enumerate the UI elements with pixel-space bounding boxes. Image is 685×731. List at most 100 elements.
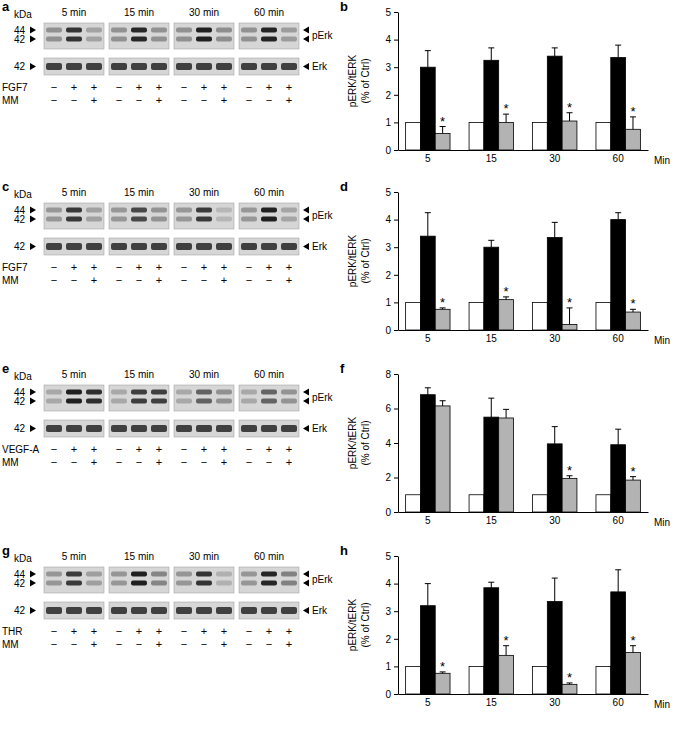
blot-band [111, 572, 127, 577]
blot-band [151, 37, 167, 42]
error-stem [554, 427, 555, 444]
significance: * [567, 463, 572, 478]
treatment-sign: + [221, 443, 227, 455]
error-bar [552, 427, 558, 444]
treatment-sign: − [181, 456, 187, 468]
blot-band [216, 28, 232, 33]
treatment-sign: − [246, 81, 252, 93]
tick-label: 60 [613, 697, 625, 708]
blot-band [46, 581, 62, 586]
treatment-sign: − [116, 94, 122, 106]
treatment-sign: + [266, 443, 272, 455]
treatment-sign: + [91, 261, 97, 273]
bar [406, 666, 421, 694]
treatment-sign: + [156, 625, 162, 637]
blot-band [66, 28, 82, 33]
tick-label: 60 [613, 153, 625, 164]
panel-letter: c [2, 179, 9, 194]
tick-label: 15 [486, 697, 498, 708]
treatment-sign: − [116, 81, 122, 93]
blot-band [151, 217, 167, 222]
blot-strip [174, 58, 234, 75]
tick: 60 [613, 694, 625, 708]
tick: 4 [385, 34, 398, 45]
blot-band [111, 28, 127, 33]
blot-band [111, 243, 127, 250]
tick-label: 5 [425, 153, 431, 164]
blot-band [176, 208, 192, 213]
blot-band [66, 425, 82, 432]
blot-band [196, 28, 212, 33]
tick: 3 [385, 606, 398, 617]
blot-strip [174, 203, 234, 229]
error-stem [506, 409, 507, 418]
treatment-sign: + [136, 261, 142, 273]
bar [484, 247, 499, 330]
error-cap [615, 212, 621, 213]
treatment-sign: + [286, 638, 292, 650]
kda-value: 42 [14, 214, 26, 225]
tick: 4 [385, 578, 398, 589]
error-cap [488, 398, 494, 399]
blot-panel: ckDa4442425 min−++−−+15 min−++−−+30 min−… [2, 179, 334, 286]
error-bar [552, 222, 558, 237]
bar [562, 121, 577, 150]
blot-band [216, 581, 232, 586]
y-axis: 012345 [385, 187, 398, 336]
error-cap [488, 47, 494, 48]
tick-label: 2 [385, 472, 391, 483]
blot-band [261, 208, 277, 213]
tick-label: 8 [385, 369, 391, 380]
kda-arrow [30, 571, 36, 578]
tick-label: 4 [385, 578, 391, 589]
error-stem [427, 51, 428, 68]
band-arrow [303, 398, 309, 405]
blot-band [151, 390, 167, 395]
tick: 15 [486, 694, 498, 708]
blot-band [241, 572, 257, 577]
blot-panel: ekDa4442425 min−++−−+15 min−++−−+30 min−… [2, 361, 334, 468]
tick-mark [394, 409, 398, 410]
tick-label: 5 [425, 515, 431, 526]
bar-chart: dpERK/tERK(% of Ctrl)****0123455153060Mi… [340, 179, 670, 346]
blot-band [216, 243, 232, 250]
treatment-sign: − [116, 625, 122, 637]
error-stem [554, 48, 555, 56]
tick: 60 [613, 150, 625, 164]
x-axis: 5153060 [399, 150, 649, 164]
tick: 5 [385, 187, 398, 198]
time-label: 5 min [62, 7, 86, 18]
tick-mark [394, 556, 398, 557]
blot-band [66, 37, 82, 42]
tick-label: 15 [486, 333, 498, 344]
plot-area [406, 388, 641, 512]
kda-arrow [30, 207, 36, 214]
kda-arrow [30, 398, 36, 405]
bar [596, 666, 611, 694]
error-bar [488, 240, 494, 247]
blot-strip [109, 385, 169, 411]
axis-line [399, 512, 649, 513]
blot-strip [109, 420, 169, 437]
bar [435, 309, 450, 330]
band-arrow [303, 607, 309, 614]
blot-strip [239, 23, 299, 49]
bar [406, 495, 421, 512]
tick: 6 [385, 403, 398, 414]
band-label: pErk [312, 574, 334, 585]
treatment-sign: + [136, 443, 142, 455]
blot-band [261, 63, 277, 70]
bar [484, 60, 499, 150]
blot-strip [44, 238, 104, 255]
blot-band [261, 399, 277, 404]
tick: 2 [385, 634, 398, 645]
error-bar [488, 48, 494, 60]
bar [611, 58, 626, 150]
bar [547, 238, 562, 330]
time-label: 5 min [62, 187, 86, 198]
band-arrow [303, 27, 309, 34]
blot-band [261, 390, 277, 395]
blot-band [241, 208, 257, 213]
treatment-label: MM [2, 639, 19, 650]
axis-title: pERK/tERK [347, 417, 358, 470]
